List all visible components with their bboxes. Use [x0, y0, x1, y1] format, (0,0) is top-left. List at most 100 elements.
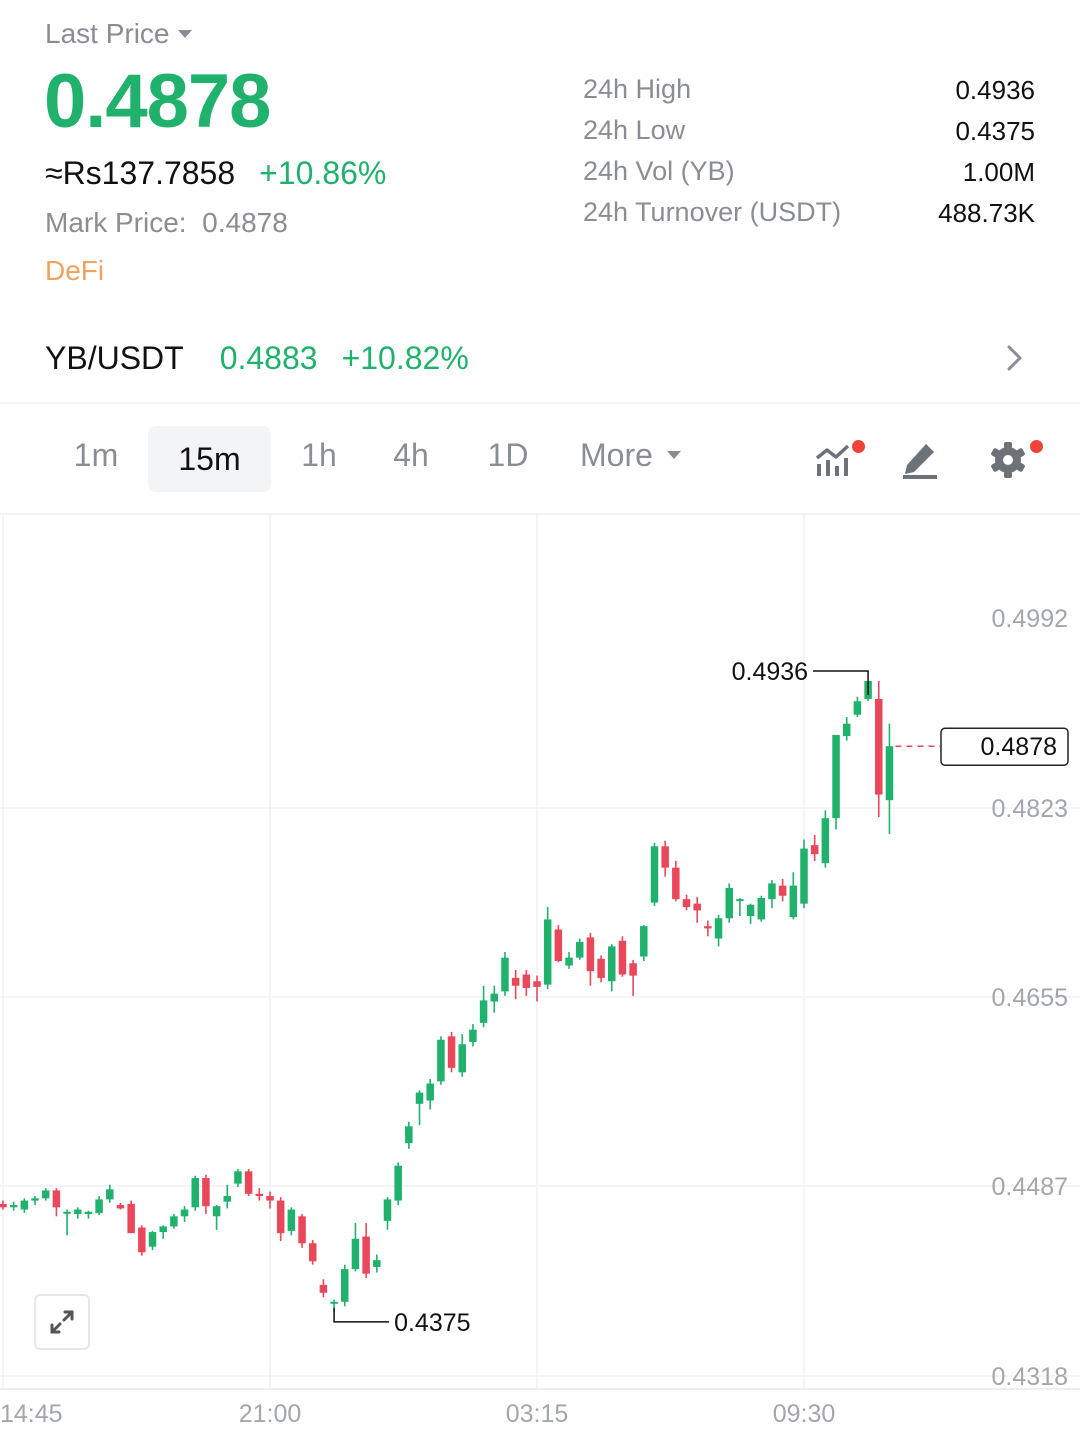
candle [341, 1264, 349, 1307]
candle [159, 1225, 167, 1239]
candle-body [116, 1205, 125, 1209]
candle [725, 883, 733, 923]
indicators-icon[interactable] [814, 440, 854, 480]
stat-label-volume: 24h Vol (YB) [583, 156, 735, 186]
stat-value-high: 0.4936 [955, 75, 1035, 105]
pair-price: 0.4883 [219, 340, 318, 376]
pair-symbol: YB/USDT [45, 340, 184, 376]
high-marker-line [813, 670, 869, 695]
candle-body [778, 885, 787, 896]
candle [746, 903, 755, 924]
candle-body [447, 1036, 456, 1068]
candle-body [629, 963, 637, 976]
candle-body [490, 993, 499, 1002]
chevron-right-icon[interactable] [998, 342, 1030, 374]
candle-body [543, 919, 552, 985]
stat-label-low: 24h Low [583, 115, 686, 145]
candle [672, 860, 680, 902]
candle [469, 1023, 477, 1047]
candle [629, 959, 637, 996]
pair-change: +10.82% [341, 340, 469, 376]
candle-body [244, 1171, 253, 1194]
candle-body [693, 903, 701, 911]
low-marker-label: 0.4375 [394, 1309, 470, 1337]
candle-body [746, 904, 755, 917]
tab-4h[interactable]: 4h [393, 437, 429, 473]
candle-body [608, 946, 616, 982]
candle [800, 839, 808, 909]
fullscreen-button[interactable] [34, 1294, 90, 1350]
candle [608, 944, 616, 992]
candle-body [319, 1284, 328, 1293]
last-price-selector[interactable]: Last Price [45, 18, 192, 50]
candle-body [469, 1029, 477, 1042]
candle [287, 1207, 296, 1236]
candle [180, 1206, 189, 1222]
candle [373, 1254, 381, 1273]
stat-value-low: 0.4375 [955, 116, 1035, 146]
candle [842, 716, 851, 741]
candle [565, 952, 573, 969]
candle [490, 985, 499, 1013]
candle [821, 810, 830, 868]
candle [757, 895, 766, 922]
candle [41, 1188, 50, 1201]
candle [63, 1209, 71, 1236]
candle [95, 1196, 103, 1216]
candle [533, 975, 541, 1002]
timeframe-bar: 1m 15m 1h 4h 1D More [0, 422, 1080, 498]
candle [266, 1191, 274, 1209]
candle [202, 1174, 210, 1215]
candle [255, 1188, 264, 1201]
candle [768, 880, 776, 909]
candle-body [821, 818, 830, 864]
settings-gear-icon[interactable] [988, 440, 1028, 480]
candle [191, 1175, 199, 1211]
candle [778, 878, 787, 902]
candle [9, 1201, 18, 1211]
draw-pencil-icon[interactable] [900, 440, 940, 480]
divider [0, 513, 1080, 515]
candle [479, 985, 488, 1028]
candle-body [853, 701, 862, 715]
candle [885, 723, 894, 834]
tab-1m[interactable]: 1m [73, 437, 119, 473]
change-percent: +10.86% [259, 155, 387, 191]
candlestick-chart[interactable]: 0.4992 0.4823 0.4655 0.4487 0.4318 14:45… [0, 514, 1080, 1439]
candle-body [800, 848, 808, 904]
candle [458, 1034, 466, 1077]
candle-body [810, 845, 819, 855]
candle-body [842, 723, 851, 737]
candle-body [127, 1203, 135, 1234]
candles-group [0, 680, 894, 1312]
tab-1h[interactable]: 1h [301, 437, 337, 473]
candle-body [672, 867, 680, 900]
candle [682, 894, 691, 911]
candle-body [885, 746, 894, 801]
notification-dot [1030, 440, 1043, 453]
candle-body [415, 1092, 424, 1104]
x-tick-label: 09:30 [773, 1400, 836, 1428]
mark-price-row: Mark Price: 0.4878 [45, 207, 288, 239]
tab-1d[interactable]: 1D [487, 437, 529, 473]
candle-body [202, 1178, 210, 1207]
candle [437, 1036, 445, 1085]
candle-body [138, 1227, 146, 1253]
candle-body [74, 1209, 82, 1215]
candle [832, 734, 840, 830]
candle [426, 1079, 434, 1110]
candle-body [575, 941, 584, 958]
candle-body [330, 1301, 338, 1304]
category-tag[interactable]: DeFi [45, 255, 105, 286]
caret-down-icon [666, 451, 681, 459]
tab-more[interactable]: More [580, 422, 705, 488]
candle [704, 920, 712, 937]
tab-15m[interactable]: 15m [148, 426, 271, 492]
candle-body [437, 1039, 445, 1082]
candle [810, 835, 819, 861]
candle-body [0, 1203, 7, 1208]
pair-row[interactable]: YB/USDT 0.4883 +10.82% [45, 340, 469, 377]
candle [362, 1223, 370, 1279]
candle-body [554, 929, 563, 962]
candle-body [479, 1000, 488, 1023]
